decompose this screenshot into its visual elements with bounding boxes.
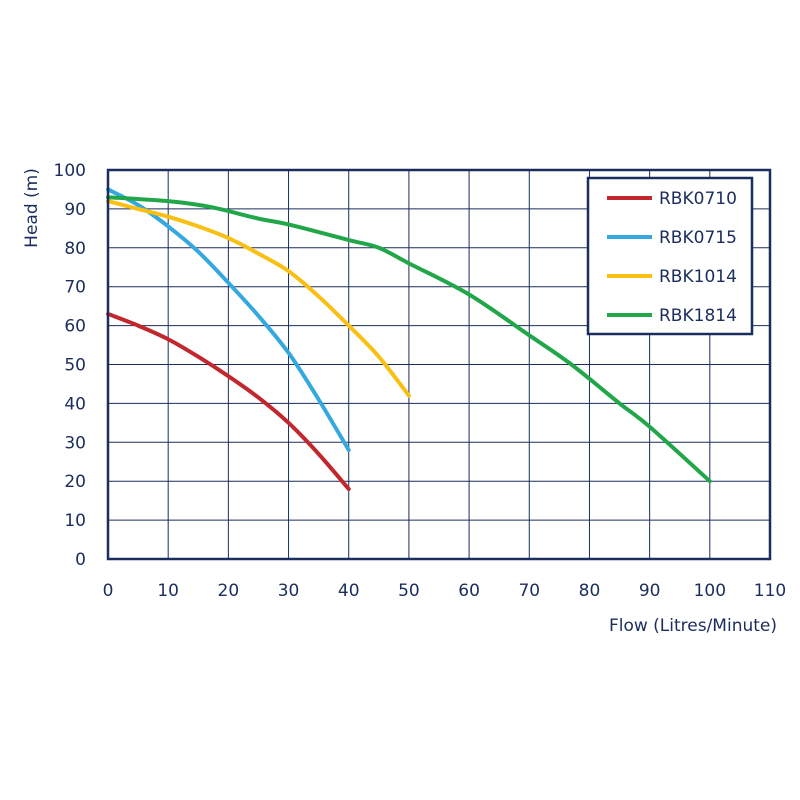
x-tick-label: 10 bbox=[157, 581, 179, 601]
x-axis-ticks: 0 10 20 30 40 50 60 70 80 90 100 110 bbox=[103, 581, 787, 601]
series-line-rbk1014 bbox=[106, 199, 411, 398]
y-tick-label: 100 bbox=[54, 161, 86, 181]
x-tick-label: 110 bbox=[754, 581, 786, 601]
y-tick-label: 10 bbox=[64, 511, 86, 531]
legend: RBK0710 RBK0715 RBK1014 RBK1814 bbox=[586, 176, 754, 336]
y-tick-label: 50 bbox=[64, 356, 86, 376]
y-tick-label: 60 bbox=[64, 317, 86, 337]
grid bbox=[108, 170, 770, 559]
x-tick-label: 40 bbox=[338, 581, 360, 601]
legend-box bbox=[586, 176, 754, 336]
y-tick-label: 80 bbox=[64, 239, 86, 259]
x-tick-label: 0 bbox=[103, 581, 114, 601]
x-tick-label: 20 bbox=[218, 581, 240, 601]
series-line-rbk0710 bbox=[106, 311, 351, 491]
x-tick-label: 60 bbox=[458, 581, 480, 601]
y-tick-label: 20 bbox=[64, 472, 86, 492]
y-tick-label: 30 bbox=[64, 433, 86, 453]
x-tick-label: 80 bbox=[579, 581, 601, 601]
y-tick-label: 70 bbox=[64, 278, 86, 298]
x-tick-label: 100 bbox=[694, 581, 726, 601]
series-line-rbk1814 bbox=[106, 195, 712, 484]
legend-label-rbk1814: RBK1814 bbox=[659, 306, 737, 326]
y-tick-label: 90 bbox=[64, 200, 86, 220]
y-tick-label: 40 bbox=[64, 394, 86, 414]
x-tick-label: 50 bbox=[398, 581, 420, 601]
y-axis-ticks: 0 10 20 30 40 50 60 70 80 90 100 bbox=[54, 161, 86, 570]
y-axis-label: Head (m) bbox=[22, 168, 42, 248]
y-tick-label: 0 bbox=[75, 550, 86, 570]
x-axis-label: Flow (Litres/Minute) bbox=[609, 616, 777, 636]
x-tick-label: 30 bbox=[278, 581, 300, 601]
x-tick-label: 90 bbox=[639, 581, 661, 601]
series-lines bbox=[106, 187, 712, 491]
legend-label-rbk0710: RBK0710 bbox=[659, 189, 737, 209]
plot-area-border bbox=[106, 168, 772, 561]
legend-label-rbk1014: RBK1014 bbox=[659, 267, 737, 287]
legend-label-rbk0715: RBK0715 bbox=[659, 228, 737, 248]
x-tick-label: 70 bbox=[518, 581, 540, 601]
